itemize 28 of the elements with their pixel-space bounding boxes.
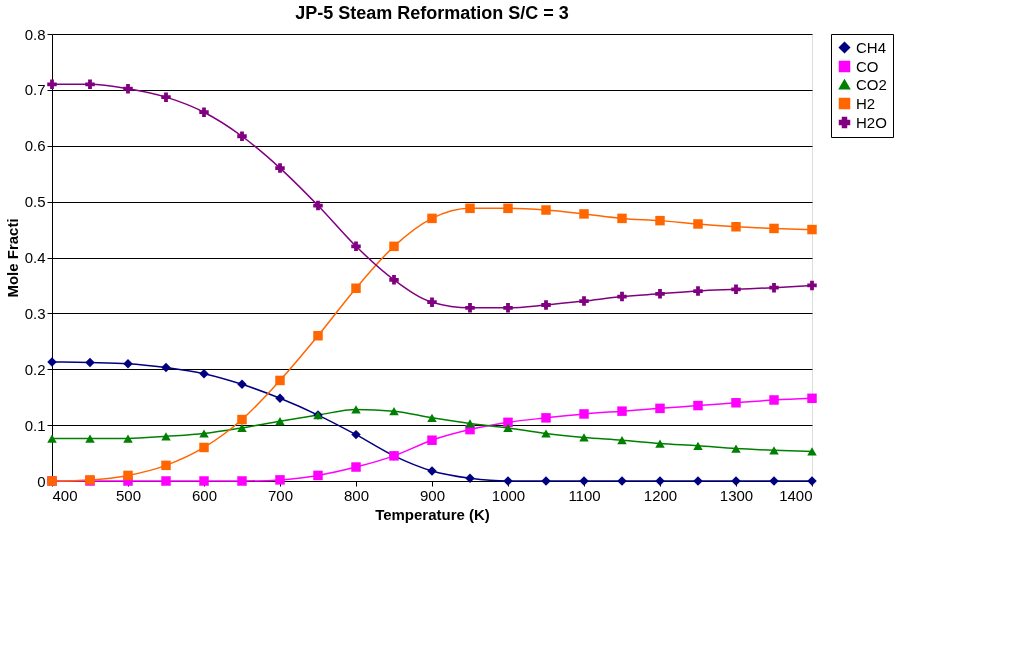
y-tick-label: 0.2 — [24, 360, 46, 378]
x-tick-label: 700 — [267, 486, 294, 504]
legend-label: H2O — [856, 113, 887, 131]
legend-label: CO — [856, 57, 879, 75]
x-tick-label: 600 — [191, 486, 218, 504]
y-tick-label: 0.1 — [24, 416, 46, 434]
x-tick-label: 500 — [115, 486, 142, 504]
x-tick-label: 800 — [343, 486, 370, 504]
y-axis-title: Mole Fracti — [3, 218, 21, 298]
x-tick-label: 1200 — [643, 486, 678, 504]
x-tick-label: 900 — [419, 486, 446, 504]
x-tick-label: 1000 — [491, 486, 526, 504]
x-tick-label: 1300 — [719, 486, 754, 504]
legend-label: CH4 — [856, 38, 887, 56]
legend-label: H2 — [856, 94, 876, 112]
y-tick-label: 0.5 — [24, 193, 46, 211]
y-tick-label: 0 — [37, 472, 46, 490]
chart-title: JP-5 Steam Reformation S/C = 3 — [295, 3, 569, 23]
x-tick-label: 1400 — [779, 486, 813, 504]
x-tick-label: 400 — [52, 486, 78, 504]
y-tick-label: 0.3 — [24, 304, 46, 322]
x-axis-title: Temperature (K) — [375, 505, 490, 523]
x-tick-label: 1100 — [568, 486, 601, 504]
y-tick-label: 0.4 — [24, 249, 46, 266]
y-tick-label: 0.7 — [24, 81, 46, 99]
y-tick-label: 0.6 — [24, 137, 46, 155]
legend-label: CO2 — [856, 75, 887, 93]
y-tick-label: 0.8 — [24, 25, 46, 43]
